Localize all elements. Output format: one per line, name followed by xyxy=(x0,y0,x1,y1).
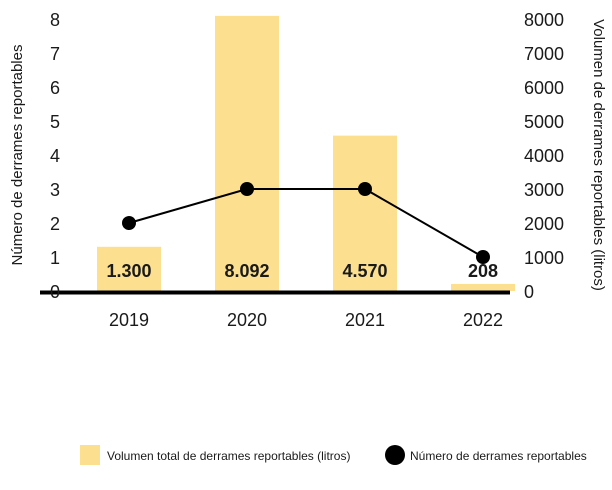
x-tick-label: 2022 xyxy=(463,310,503,330)
left-tick-label: 8 xyxy=(50,10,60,30)
right-tick-label: 2000 xyxy=(524,214,564,234)
right-tick-label: 7000 xyxy=(524,44,564,64)
bar-2022 xyxy=(451,283,515,291)
right-tick-label: 6000 xyxy=(524,78,564,98)
bar-value-label-2020: 8.092 xyxy=(224,261,269,281)
line-point-2021 xyxy=(358,182,372,196)
bar-2021 xyxy=(333,135,397,291)
bars-layer xyxy=(97,15,515,291)
legend-bar-label: Volumen total de derrames reportables (l… xyxy=(107,449,350,463)
legend: Volumen total de derrames reportables (l… xyxy=(80,445,587,465)
x-tick-label: 2021 xyxy=(345,310,385,330)
bar-labels-layer: 1.300 8.092 4.570 208 xyxy=(106,261,498,281)
left-tick-label: 7 xyxy=(50,44,60,64)
left-tick-label: 1 xyxy=(50,248,60,268)
line-series-layer xyxy=(122,182,490,264)
legend-line-label: Número de derrames reportables xyxy=(410,449,587,463)
bar-value-label-2021: 4.570 xyxy=(342,261,387,281)
legend-line-swatch xyxy=(385,445,405,465)
line-series-path xyxy=(128,188,484,258)
right-tick-label: 3000 xyxy=(524,180,564,200)
line-point-2022 xyxy=(476,250,490,264)
legend-bar-swatch xyxy=(80,445,100,465)
left-tick-label: 4 xyxy=(50,146,60,166)
left-axis-ticks: 0 1 2 3 4 5 6 7 8 xyxy=(50,10,60,302)
right-axis-ticks: 0 1000 2000 3000 4000 5000 6000 7000 8000 xyxy=(524,10,564,302)
x-axis-ticks: 2019 2020 2021 2022 xyxy=(109,310,503,330)
left-tick-label: 0 xyxy=(50,282,60,302)
right-tick-label: 4000 xyxy=(524,146,564,166)
right-tick-label: 0 xyxy=(524,282,534,302)
right-tick-label: 1000 xyxy=(524,248,564,268)
x-tick-label: 2020 xyxy=(227,310,267,330)
left-tick-label: 5 xyxy=(50,112,60,132)
left-tick-label: 2 xyxy=(50,214,60,234)
x-tick-label: 2019 xyxy=(109,310,149,330)
bar-value-label-2019: 1.300 xyxy=(106,261,151,281)
bar-2019 xyxy=(97,246,161,291)
line-point-2020 xyxy=(240,182,254,196)
line-point-2019 xyxy=(122,216,136,230)
left-tick-label: 6 xyxy=(50,78,60,98)
right-axis-title: Volumen de derrames reportables (litros) xyxy=(590,19,607,291)
bar-2020 xyxy=(215,15,279,291)
right-tick-label: 8000 xyxy=(524,10,564,30)
left-axis-title: Número de derrames reportables xyxy=(9,45,26,266)
bar-value-label-2022: 208 xyxy=(468,261,498,281)
left-tick-label: 3 xyxy=(50,180,60,200)
right-tick-label: 5000 xyxy=(524,112,564,132)
